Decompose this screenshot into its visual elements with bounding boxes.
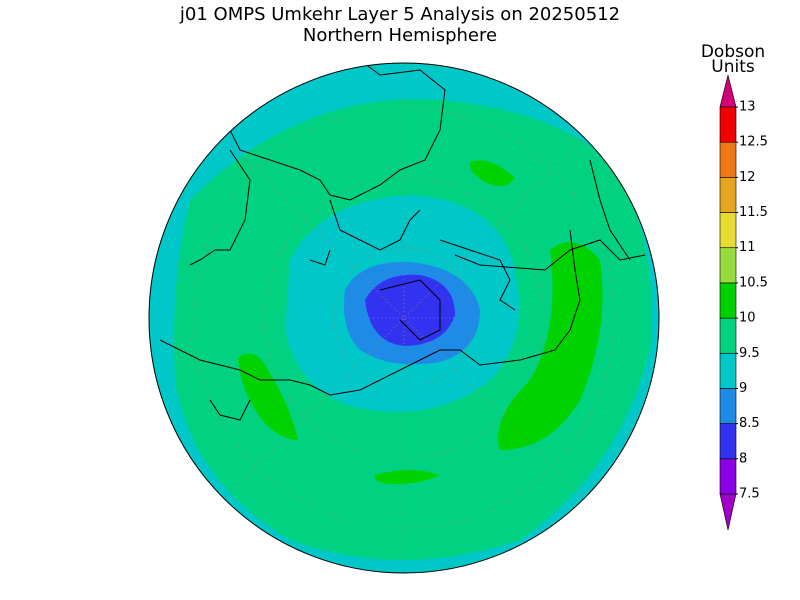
tick-label: 11 [739,240,756,255]
tick-label: 12 [739,170,756,185]
map [149,63,659,573]
region-bright-green [238,353,298,440]
tick-label: 10.5 [739,275,768,290]
color-band [719,141,737,178]
color-band [719,388,737,424]
title: j01 OMPS Umkehr Layer 5 Analysis on 2025… [179,4,620,25]
tick-label: 9.5 [739,346,760,361]
color-band [719,177,737,213]
region-bright-green [374,470,440,485]
tick-label: 7.5 [739,487,760,502]
color-band [719,212,737,249]
unit-label: Dobson [701,42,765,62]
tick-label: 8.5 [739,416,760,431]
tick-label: 9 [739,381,747,396]
map-border [148,62,660,574]
color-band [719,458,737,495]
color-band [719,106,737,143]
tick-label: 10 [739,311,756,326]
unit-label: Units [711,57,755,77]
coastlines [159,63,646,421]
tick-label: 8 [739,451,747,466]
color-band [719,423,737,460]
tick-label: 13 [739,100,756,115]
color-band [719,247,737,284]
color-band [719,352,737,389]
color-band [719,317,737,354]
under-arrow [719,493,737,531]
region-bright-green [498,242,603,450]
region-bright-green [469,160,515,187]
color-band [719,282,737,319]
tick-label: 12.5 [739,135,768,150]
tick-label: 11.5 [739,205,768,220]
subtitle: Northern Hemisphere [303,25,497,46]
over-arrow [719,74,737,108]
